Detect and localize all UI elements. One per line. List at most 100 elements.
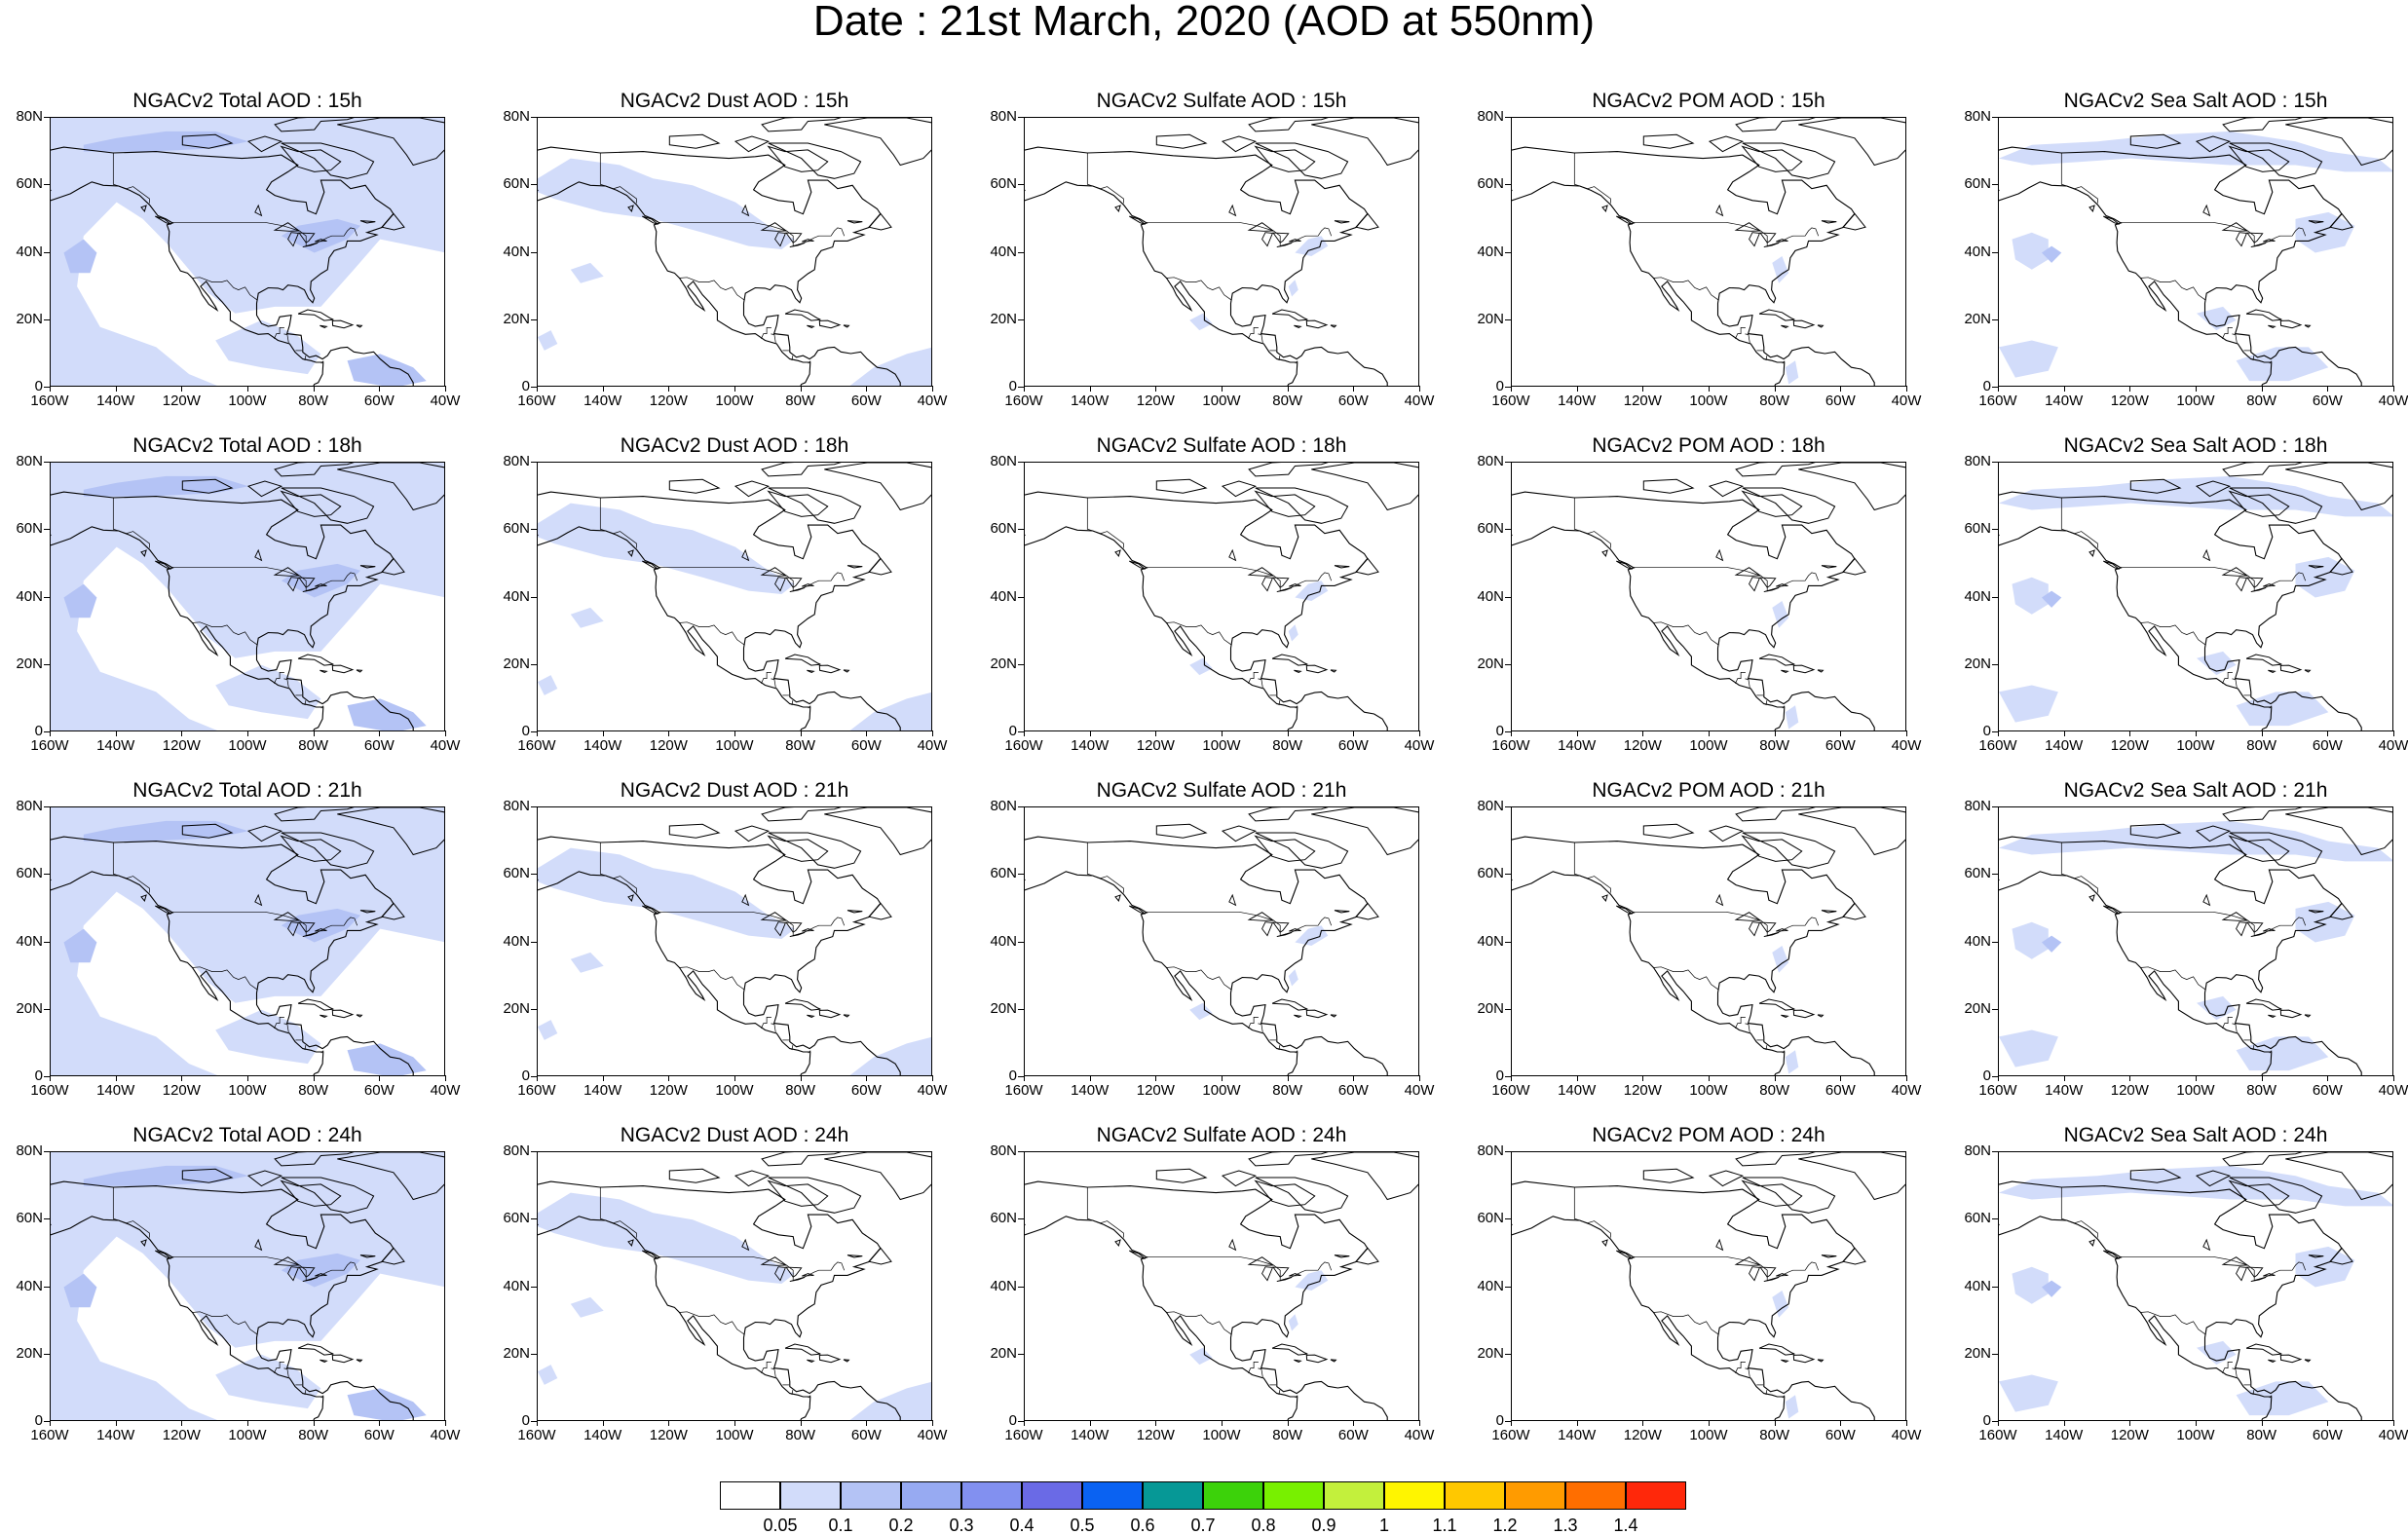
aod-shading — [1999, 131, 2392, 172]
country-border — [2269, 1395, 2273, 1399]
lon-tick-label: 160W — [1482, 386, 1540, 409]
lon-tick-label: 80W — [1259, 1420, 1317, 1443]
lat-tick-label: 20N — [974, 655, 1024, 672]
lat-tick-label: 0 — [1461, 1068, 1511, 1084]
country-border — [112, 1187, 150, 1238]
coastline — [1025, 491, 1388, 730]
lat-tick-label: 0 — [974, 1068, 1024, 1084]
lon-tick-label: 100W — [218, 386, 277, 409]
lon-tick-label: 40W — [416, 386, 474, 409]
country-border — [304, 356, 307, 361]
lon-tick-label: 60W — [350, 1420, 408, 1443]
island-outline — [1114, 894, 1121, 902]
lake-outline — [298, 921, 316, 933]
aod-shading — [1295, 236, 1329, 256]
lat-tick-label: 60N — [0, 176, 50, 192]
country-border — [283, 1367, 289, 1377]
lon-tick-label: 100W — [705, 1075, 764, 1099]
aod-map — [51, 1152, 444, 1420]
lon-tick-label: 140W — [2035, 386, 2093, 409]
lake-outline — [298, 232, 316, 243]
lat-tick-label: 20N — [487, 1345, 537, 1362]
island-outline — [1129, 1250, 1146, 1259]
panel-title: NGACv2 Dust AOD : 21h — [620, 779, 849, 802]
island-outline — [2088, 894, 2095, 902]
country-border — [192, 621, 258, 646]
aod-shading — [215, 664, 321, 720]
lat-tick-label: 20N — [1948, 1000, 1998, 1017]
island-outline — [1642, 133, 1695, 149]
aod-shading — [2042, 245, 2062, 263]
country-border — [1653, 1311, 1719, 1335]
lon-tick-label: 160W — [1969, 1420, 2027, 1443]
lat-tick-label: 40N — [974, 933, 1024, 950]
island-outline — [2268, 1359, 2276, 1363]
country-border — [2140, 621, 2206, 646]
country-border — [283, 333, 289, 343]
island-outline — [1311, 1152, 1418, 1201]
lon-tick-label: 100W — [2166, 1420, 2225, 1443]
colorbar-swatch — [1203, 1481, 1263, 1510]
lake-outline — [785, 921, 803, 933]
colorbar-swatch — [720, 1481, 780, 1510]
lat-tick-label: 60N — [1948, 866, 1998, 881]
island-outline — [2195, 480, 2232, 498]
island-outline — [807, 1359, 815, 1363]
island-outline — [2129, 823, 2182, 839]
island-outline — [2195, 135, 2232, 153]
island-outline — [246, 480, 283, 498]
country-border — [192, 966, 258, 991]
lake-outline — [1759, 577, 1777, 588]
coastline — [1025, 181, 1298, 386]
aod-shading — [2236, 1381, 2329, 1416]
lake-outline — [1715, 893, 1724, 907]
lake-outline — [1272, 921, 1290, 933]
country-border — [659, 566, 846, 592]
country-border — [771, 333, 776, 343]
colorbar-swatch — [1565, 1481, 1626, 1510]
lat-tick-label: 80N — [1461, 109, 1511, 125]
country-border — [1258, 333, 1263, 343]
colorbar-label: 1.3 — [1553, 1516, 1578, 1535]
lat-tick-label: 40N — [1461, 1278, 1511, 1294]
lon-tick-label: 40W — [1877, 730, 1936, 754]
island-outline — [642, 1250, 658, 1259]
island-outline — [1355, 1247, 1379, 1265]
country-border — [304, 700, 307, 706]
island-outline — [868, 212, 892, 231]
coastline — [1512, 526, 1786, 730]
map-panel-dust-24h: NGACv2 Dust AOD : 24h 80N 60N 40N 20N 0 160W 14… — [487, 1124, 974, 1455]
lat-tick-label: 20N — [1948, 311, 1998, 327]
island-outline — [359, 910, 376, 914]
lon-tick-label: 80W — [2233, 730, 2291, 754]
island-outline — [1221, 1170, 1258, 1187]
island-outline — [847, 565, 863, 569]
lon-tick-label: 100W — [218, 1075, 277, 1099]
island-outline — [2222, 463, 2303, 477]
lon-tick-label: 40W — [903, 1420, 961, 1443]
lon-tick-label: 140W — [1548, 1075, 1606, 1099]
lat-tick-label: 60N — [974, 176, 1024, 192]
island-outline — [1798, 463, 1905, 511]
lat-tick-label: 20N — [1461, 1345, 1511, 1362]
island-outline — [767, 145, 829, 172]
lon-tick-label: 160W — [1482, 1075, 1540, 1099]
map-plot-area — [1511, 462, 1906, 731]
lon-tick-label: 100W — [705, 1420, 764, 1443]
aod-shading — [2295, 1246, 2355, 1288]
colorbar-swatch — [1324, 1481, 1384, 1510]
island-outline — [331, 1354, 355, 1364]
country-border — [1735, 672, 1746, 684]
island-outline — [1334, 565, 1350, 569]
aod-shading — [2197, 995, 2237, 1021]
island-outline — [1742, 142, 1836, 179]
island-outline — [761, 807, 842, 822]
aod-shading — [83, 475, 248, 497]
island-outline — [359, 220, 376, 224]
island-outline — [1129, 905, 1146, 915]
lon-tick-label: 120W — [639, 386, 697, 409]
island-outline — [1255, 487, 1349, 524]
island-outline — [824, 1152, 931, 1201]
coastline — [1999, 871, 2273, 1075]
coastline — [1025, 871, 1298, 1075]
